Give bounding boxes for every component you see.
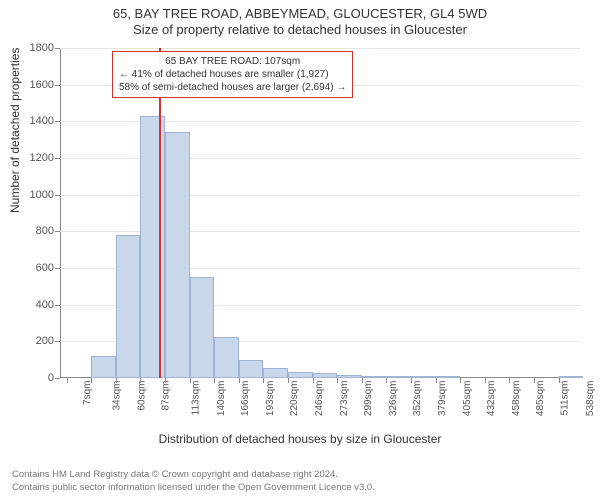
x-tick-label: 193sqm bbox=[265, 381, 276, 417]
histogram-bar bbox=[91, 356, 116, 378]
x-tick-label: 379sqm bbox=[437, 381, 448, 417]
x-tick-label: 34sqm bbox=[112, 381, 123, 411]
x-tick-label: 405sqm bbox=[462, 381, 473, 417]
x-tick-mark bbox=[313, 378, 314, 383]
x-tick-label: 166sqm bbox=[240, 381, 251, 417]
x-tick-label: 7sqm bbox=[81, 381, 92, 405]
x-tick-label: 220sqm bbox=[289, 381, 300, 417]
x-tick-label: 352sqm bbox=[412, 381, 423, 417]
y-tick-mark bbox=[55, 158, 60, 159]
histogram-bar bbox=[239, 360, 264, 378]
annotation-line1: 65 BAY TREE ROAD: 107sqm bbox=[119, 55, 346, 68]
x-tick-mark bbox=[460, 378, 461, 383]
footer-line1: Contains HM Land Registry data © Crown c… bbox=[12, 469, 375, 481]
annotation-box: 65 BAY TREE ROAD: 107sqm← 41% of detache… bbox=[112, 51, 353, 98]
histogram-bar bbox=[214, 337, 239, 378]
y-tick-mark bbox=[55, 195, 60, 196]
y-tick-label: 600 bbox=[4, 262, 54, 274]
x-tick-mark bbox=[263, 378, 264, 383]
annotation-line3: 58% of semi-detached houses are larger (… bbox=[119, 81, 346, 94]
histogram-bar bbox=[288, 372, 313, 378]
plot-area: 7sqm34sqm60sqm87sqm113sqm140sqm166sqm193… bbox=[60, 48, 580, 378]
x-tick-mark bbox=[485, 378, 486, 383]
x-tick-mark bbox=[362, 378, 363, 383]
histogram-bar bbox=[362, 376, 387, 378]
x-tick-mark bbox=[559, 378, 560, 383]
y-tick-label: 1000 bbox=[4, 189, 54, 201]
histogram-bar bbox=[165, 132, 190, 378]
grid-line bbox=[60, 121, 580, 122]
y-tick-mark bbox=[55, 378, 60, 379]
x-tick-label: 538sqm bbox=[585, 381, 596, 417]
x-tick-mark bbox=[239, 378, 240, 383]
grid-line bbox=[60, 48, 580, 49]
x-tick-mark bbox=[214, 378, 215, 383]
histogram-bar bbox=[313, 373, 338, 378]
title-subtitle: Size of property relative to detached ho… bbox=[0, 22, 600, 37]
x-tick-label: 246sqm bbox=[314, 381, 325, 417]
x-tick-mark bbox=[140, 378, 141, 383]
x-tick-label: 299sqm bbox=[363, 381, 374, 417]
histogram-bar bbox=[386, 376, 411, 378]
y-tick-label: 800 bbox=[4, 225, 54, 237]
histogram-bar bbox=[559, 376, 584, 378]
y-axis-line bbox=[60, 48, 61, 378]
annotation-line2: ← 41% of detached houses are smaller (1,… bbox=[119, 68, 346, 81]
y-tick-mark bbox=[55, 121, 60, 122]
grid-line bbox=[60, 231, 580, 232]
x-tick-mark bbox=[91, 378, 92, 383]
y-tick-label: 200 bbox=[4, 335, 54, 347]
x-tick-mark bbox=[534, 378, 535, 383]
x-tick-mark bbox=[190, 378, 191, 383]
x-tick-mark bbox=[509, 378, 510, 383]
x-tick-label: 326sqm bbox=[388, 381, 399, 417]
y-tick-label: 1600 bbox=[4, 79, 54, 91]
grid-line bbox=[60, 195, 580, 196]
y-tick-label: 1400 bbox=[4, 115, 54, 127]
x-tick-label: 273sqm bbox=[339, 381, 350, 417]
chart-container: 65, BAY TREE ROAD, ABBEYMEAD, GLOUCESTER… bbox=[0, 0, 600, 500]
x-axis-title: Distribution of detached houses by size … bbox=[0, 432, 600, 446]
y-tick-mark bbox=[55, 305, 60, 306]
y-tick-mark bbox=[55, 341, 60, 342]
histogram-bar bbox=[116, 235, 141, 378]
x-tick-mark bbox=[436, 378, 437, 383]
x-tick-mark bbox=[67, 378, 68, 383]
y-tick-mark bbox=[55, 85, 60, 86]
x-tick-mark bbox=[386, 378, 387, 383]
y-tick-label: 1200 bbox=[4, 152, 54, 164]
grid-line bbox=[60, 158, 580, 159]
y-tick-label: 400 bbox=[4, 299, 54, 311]
footer-attribution: Contains HM Land Registry data © Crown c… bbox=[12, 469, 375, 494]
title-address: 65, BAY TREE ROAD, ABBEYMEAD, GLOUCESTER… bbox=[0, 6, 600, 21]
histogram-bar bbox=[411, 376, 436, 378]
x-tick-mark bbox=[165, 378, 166, 383]
x-tick-label: 140sqm bbox=[216, 381, 227, 417]
x-tick-label: 511sqm bbox=[559, 381, 570, 416]
histogram-bar bbox=[190, 277, 215, 378]
x-tick-label: 60sqm bbox=[136, 381, 147, 411]
x-tick-label: 458sqm bbox=[511, 381, 522, 417]
y-tick-label: 1800 bbox=[4, 42, 54, 54]
histogram-bar bbox=[436, 376, 461, 378]
y-tick-mark bbox=[55, 48, 60, 49]
x-tick-label: 485sqm bbox=[536, 381, 547, 417]
y-tick-label: 0 bbox=[4, 372, 54, 384]
histogram-bar bbox=[337, 375, 362, 378]
footer-line2: Contains public sector information licen… bbox=[12, 482, 375, 494]
x-tick-mark bbox=[288, 378, 289, 383]
x-tick-mark bbox=[116, 378, 117, 383]
histogram-bar bbox=[263, 368, 288, 378]
y-tick-mark bbox=[55, 231, 60, 232]
y-tick-mark bbox=[55, 268, 60, 269]
x-tick-mark bbox=[411, 378, 412, 383]
x-tick-mark bbox=[337, 378, 338, 383]
x-tick-label: 113sqm bbox=[190, 381, 201, 416]
x-tick-label: 87sqm bbox=[161, 381, 172, 411]
x-tick-label: 432sqm bbox=[486, 381, 497, 417]
